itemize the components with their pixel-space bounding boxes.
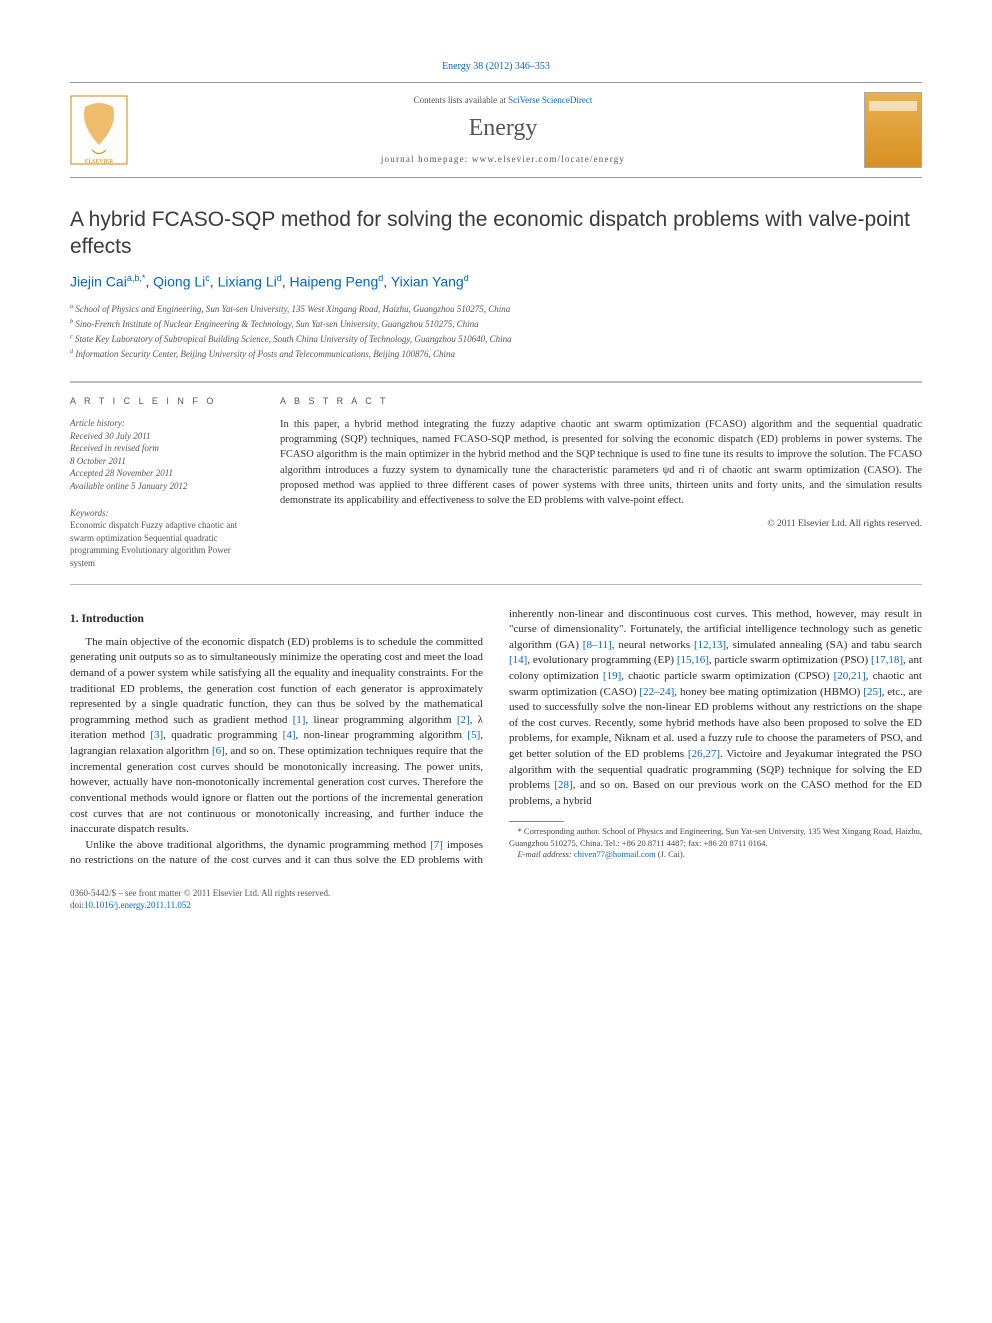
history-line: Received 30 July 2011 — [70, 430, 240, 443]
citation-link[interactable]: [26,27] — [688, 748, 720, 760]
aff-text: Information Security Center, Beijing Uni… — [75, 349, 455, 359]
aff-text: State Key Laboratory of Subtropical Buil… — [75, 334, 512, 344]
citation-link[interactable]: [14] — [509, 654, 527, 666]
author-affref: c — [205, 273, 210, 283]
history-line: Available online 5 January 2012 — [70, 480, 240, 493]
email-note: E-mail address: chiven77@hotmail.com (J.… — [509, 849, 922, 860]
email-suffix: (J. Cai). — [656, 849, 685, 859]
citation-link[interactable]: [4] — [283, 729, 296, 741]
aff-sup: c — [70, 333, 73, 340]
keyword: Economic dispatch — [70, 520, 139, 530]
journal-masthead: ELSEVIER Contents lists available at Sci… — [70, 82, 922, 178]
aff-sup: a — [70, 303, 73, 310]
abstract-copyright: © 2011 Elsevier Ltd. All rights reserved… — [280, 518, 922, 531]
affiliation-list: a School of Physics and Engineering, Sun… — [70, 302, 922, 361]
author-list: Jiejin Caia,b,*, Qiong Lic, Lixiang Lid,… — [70, 272, 922, 292]
author-name[interactable]: Haipeng Peng — [290, 274, 379, 290]
body-text: , quadratic programming — [163, 729, 283, 741]
citation-link[interactable]: [2] — [457, 714, 470, 726]
journal-title: Energy — [142, 112, 864, 144]
front-matter-line: 0360-5442/$ – see front matter © 2011 El… — [70, 887, 922, 899]
document-reference: Energy 38 (2012) 346–353 — [70, 60, 922, 74]
citation-link[interactable]: [1] — [293, 714, 306, 726]
abstract-head: A B S T R A C T — [280, 395, 922, 407]
email-link[interactable]: chiven77@hotmail.com — [574, 849, 656, 859]
affiliation: b Sino-French Institute of Nuclear Engin… — [70, 317, 922, 331]
citation-link[interactable]: [12,13] — [694, 639, 726, 651]
keyword: Evolutionary algorithm — [121, 545, 205, 555]
author-name[interactable]: Jiejin Cai — [70, 274, 127, 290]
body-text: , non-linear programming algorithm — [296, 729, 468, 741]
author-affref: a,b, — [127, 273, 142, 283]
section-heading: 1. Introduction — [70, 611, 483, 627]
aff-sup: d — [70, 348, 73, 355]
citation-link[interactable]: [28] — [554, 779, 572, 791]
author-affref: d — [277, 273, 282, 283]
author-name[interactable]: Qiong Li — [153, 274, 205, 290]
svg-text:ELSEVIER: ELSEVIER — [85, 159, 113, 165]
doi-label: doi: — [70, 900, 84, 910]
history-line: 8 October 2011 — [70, 455, 240, 468]
citation-link[interactable]: [3] — [150, 729, 163, 741]
body-text: , linear programming algorithm — [305, 714, 456, 726]
keywords-head: Keywords: — [70, 507, 240, 520]
history-line: Received in revised form — [70, 442, 240, 455]
body-text: , evolutionary programming (EP) — [527, 654, 677, 666]
contents-available-line: Contents lists available at SciVerse Sci… — [142, 94, 864, 106]
affiliation: c State Key Laboratory of Subtropical Bu… — [70, 332, 922, 346]
article-info-row: A R T I C L E I N F O Article history: R… — [70, 381, 922, 585]
aff-text: School of Physics and Engineering, Sun Y… — [75, 304, 510, 314]
body-text: , particle swarm optimization (PSO) — [709, 654, 871, 666]
doi-line: doi:10.1016/j.energy.2011.11.052 — [70, 899, 922, 911]
citation-link[interactable]: [17,18] — [871, 654, 903, 666]
aff-text: Sino-French Institute of Nuclear Enginee… — [75, 319, 478, 329]
elsevier-logo-icon: ELSEVIER — [70, 95, 128, 165]
author-affref: d — [464, 273, 469, 283]
doi-link[interactable]: 10.1016/j.energy.2011.11.052 — [84, 900, 191, 910]
journal-cover-thumbnail — [864, 92, 922, 168]
aff-sup: b — [70, 318, 73, 325]
citation-link[interactable]: [25] — [863, 686, 881, 698]
corresponding-mark: * — [142, 273, 146, 283]
citation-link[interactable]: [22–24] — [639, 686, 674, 698]
history-line: Accepted 28 November 2011 — [70, 467, 240, 480]
article-info-head: A R T I C L E I N F O — [70, 395, 240, 407]
citation-link[interactable]: [15,16] — [677, 654, 709, 666]
citation-link[interactable]: [7] — [430, 839, 443, 851]
history-head: Article history: — [70, 417, 240, 430]
affiliation: d Information Security Center, Beijing U… — [70, 347, 922, 361]
sciencedirect-link[interactable]: SciVerse ScienceDirect — [508, 95, 592, 105]
contents-prefix: Contents lists available at — [414, 95, 508, 105]
body-text: Unlike the above traditional algorithms,… — [85, 839, 430, 851]
body-text: , chaotic particle swarm optimization (C… — [621, 670, 833, 682]
citation-link[interactable]: [20,21] — [834, 670, 866, 682]
body-columns: 1. Introduction The main objective of th… — [70, 607, 922, 869]
corresponding-author-note: * Corresponding author. School of Physic… — [509, 826, 922, 849]
email-label: E-mail address: — [518, 849, 574, 859]
article-title: A hybrid FCASO-SQP method for solving th… — [70, 206, 922, 261]
body-text: , neural networks — [612, 639, 694, 651]
abstract-text: In this paper, a hybrid method integrati… — [280, 417, 922, 508]
citation-link[interactable]: [6] — [212, 745, 225, 757]
homepage-prefix: journal homepage: — [381, 154, 472, 164]
citation-link[interactable]: [19] — [603, 670, 621, 682]
footnotes: * Corresponding author. School of Physic… — [509, 826, 922, 860]
author-name[interactable]: Yixian Yang — [391, 274, 464, 290]
citation-link[interactable]: [5] — [467, 729, 480, 741]
author-name[interactable]: Lixiang Li — [218, 274, 277, 290]
body-text: The main objective of the economic dispa… — [70, 636, 483, 726]
body-paragraph: The main objective of the economic dispa… — [70, 635, 483, 838]
keywords-block: Keywords: Economic dispatch Fuzzy adapti… — [70, 507, 240, 570]
body-text: , simulated annealing (SA) and tabu sear… — [726, 639, 922, 651]
journal-homepage-line: journal homepage: www.elsevier.com/locat… — [142, 153, 864, 165]
affiliation: a School of Physics and Engineering, Sun… — [70, 302, 922, 316]
author-affref: d — [378, 273, 383, 283]
page-footer: 0360-5442/$ – see front matter © 2011 El… — [70, 887, 922, 911]
citation-link[interactable]: [8–11] — [583, 639, 612, 651]
article-history: Article history: Received 30 July 2011 R… — [70, 417, 240, 493]
body-text: , honey bee mating optimization (HBMO) — [674, 686, 863, 698]
footnote-separator — [509, 821, 564, 822]
homepage-url[interactable]: www.elsevier.com/locate/energy — [472, 154, 625, 164]
